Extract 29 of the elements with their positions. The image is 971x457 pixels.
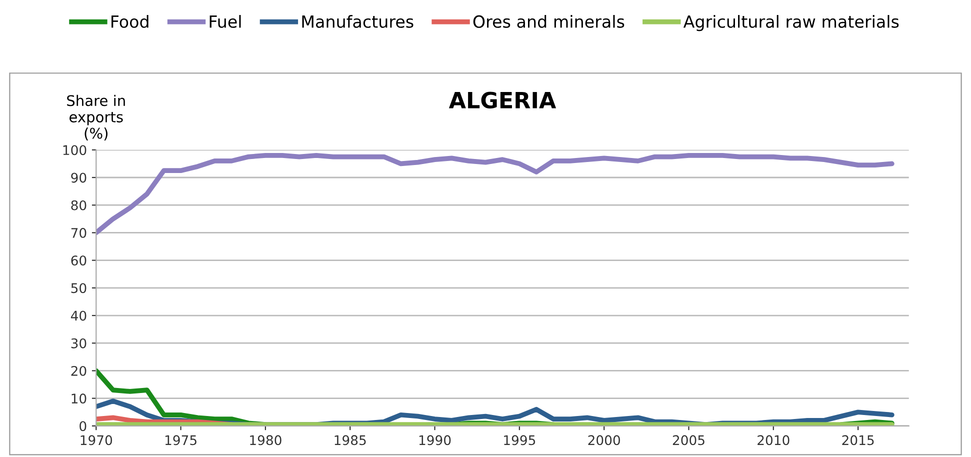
y-tick-label: 100 [63,145,86,156]
x-tick-label: 1995 [504,435,536,446]
legend-label: Agricultural raw materials [683,15,899,32]
y-tick-label: 20 [71,366,86,376]
y-tick-label: 80 [71,200,86,210]
y-tick-label: 40 [70,310,86,321]
x-tick-label: 2015 [842,435,874,446]
x-tick-label: 2000 [588,435,620,446]
y-tick-label: 10 [72,394,86,404]
y-tick-label: 90 [71,172,86,183]
x-tick-label: 1990 [419,435,451,446]
legend-label: Ores and minerals [473,15,624,28]
y-tick-label: 0 [80,421,86,432]
x-tick-label: 1980 [250,435,282,446]
y-tick-label: 70 [71,228,86,238]
x-tick-label: 2010 [758,435,790,446]
line-series [96,152,894,236]
y-tick-label: 60 [71,256,86,266]
x-tick-label: 2005 [672,435,704,446]
y-tick-label: 30 [71,338,86,348]
x-tick-label: 1985 [334,435,366,446]
x-tick-label: 1970 [80,435,112,446]
x-tick-label: 1975 [165,435,196,446]
legend-label: Manufactures [302,15,414,28]
chart-title: ALGERIA [448,92,556,109]
y-axis-title: Share in exports (%) [67,94,125,141]
legend-label: Food [112,15,148,28]
y-tick-label: 50 [71,283,86,294]
legend-label: Fuel [210,15,241,28]
